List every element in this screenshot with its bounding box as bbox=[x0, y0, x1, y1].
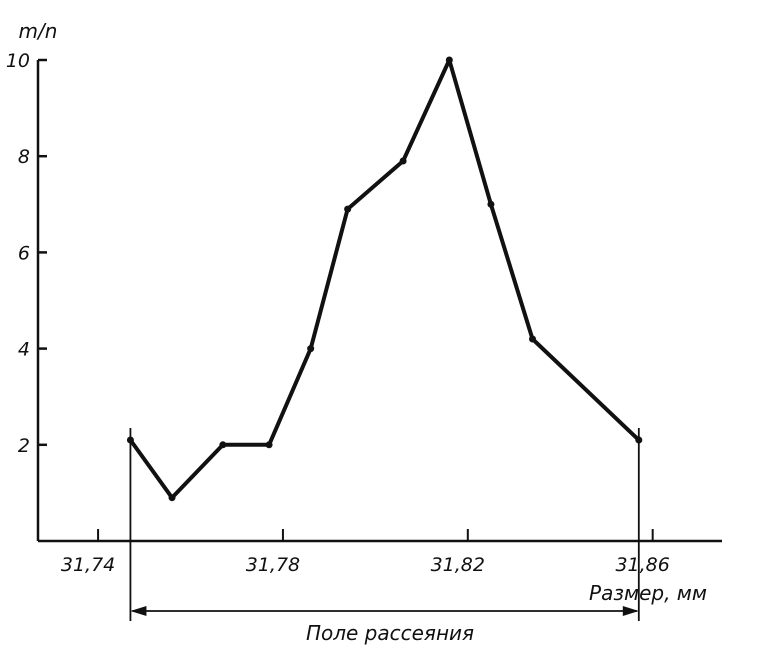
data-point bbox=[635, 436, 643, 444]
data-point bbox=[168, 494, 176, 502]
labels-group: m/n Размер, мм Поле рассеяния bbox=[19, 19, 707, 645]
x-axis-label: Размер, мм bbox=[589, 581, 707, 605]
y-tick-label: 10 bbox=[6, 50, 30, 72]
x-tick-label: 31,82 bbox=[431, 554, 485, 576]
x-tick-label: 31,74 bbox=[61, 554, 115, 576]
x-tick-label: 31,78 bbox=[246, 554, 300, 576]
axes: 2 4 6 8 10 31,74 31,78 31,82 31,86 bbox=[6, 50, 722, 576]
y-tick-label: 2 bbox=[18, 435, 30, 457]
y-tick-label: 4 bbox=[18, 339, 30, 361]
y-axis-label: m/n bbox=[19, 19, 58, 43]
data-point bbox=[445, 56, 453, 64]
data-point bbox=[487, 200, 495, 208]
data-point bbox=[344, 205, 352, 213]
y-tick-label: 8 bbox=[18, 146, 30, 168]
data-point bbox=[265, 441, 273, 449]
scatter-range-indicator bbox=[129, 427, 640, 621]
data-point bbox=[399, 157, 407, 165]
data-point bbox=[307, 345, 315, 353]
x-tick-label: 31,86 bbox=[615, 554, 669, 576]
range-label: Поле рассеяния bbox=[306, 621, 474, 645]
series-group bbox=[126, 56, 643, 502]
data-point bbox=[529, 335, 537, 343]
data-point bbox=[219, 441, 227, 449]
y-tick-label: 6 bbox=[18, 242, 30, 264]
series-line bbox=[128, 58, 641, 500]
range-arrow-head-right bbox=[622, 606, 639, 616]
range-arrow-head-left bbox=[130, 606, 147, 616]
data-point bbox=[126, 436, 134, 444]
